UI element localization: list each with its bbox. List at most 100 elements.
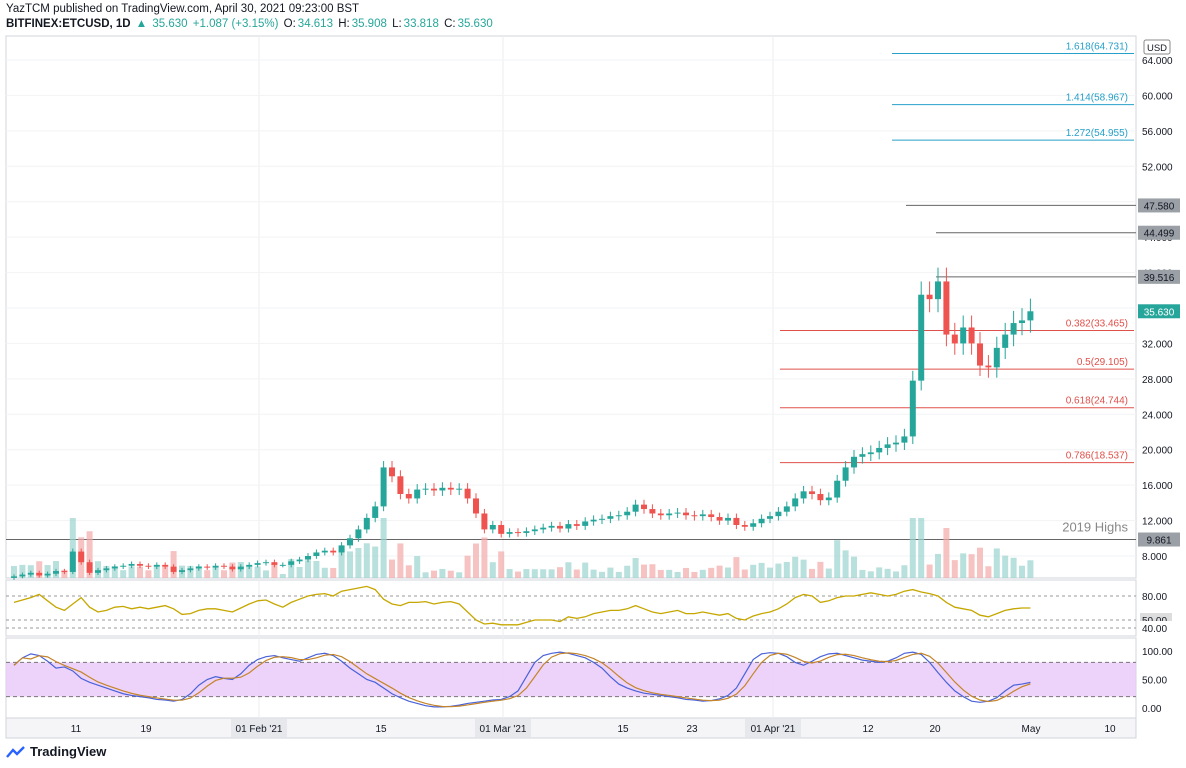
time-tick-label: 12	[862, 724, 874, 735]
price-tick-label: 16.000	[1142, 481, 1173, 492]
tradingview-brand[interactable]: TradingView	[6, 744, 106, 759]
volume-bar	[414, 556, 421, 578]
candle-body	[506, 532, 513, 534]
candle-body	[296, 559, 303, 562]
volume-bar	[582, 562, 589, 578]
volume-bar	[960, 553, 967, 578]
chart-canvas[interactable]: USD64.00060.00056.00052.00048.00044.0004…	[0, 0, 1186, 740]
candle-body	[212, 565, 219, 568]
candle-body	[120, 565, 127, 567]
candle-body	[195, 566, 202, 569]
candle-body	[548, 525, 555, 528]
volume-bar	[464, 555, 471, 578]
last-price-label: 35.630	[1144, 307, 1175, 318]
stoch-band	[6, 662, 1136, 697]
volume-bar	[422, 572, 429, 578]
time-tick-label: 15	[617, 724, 629, 735]
volume-bar	[296, 566, 303, 578]
candle-body	[590, 519, 597, 522]
open-value: 34.613	[297, 18, 333, 30]
symbol-name: BITFINEX:ETCUSD, 1D	[6, 18, 131, 30]
candle-body	[943, 281, 950, 335]
volume-bar	[44, 565, 51, 578]
brand-label: TradingView	[30, 744, 107, 759]
volume-bar	[733, 557, 740, 578]
candle-body	[288, 561, 295, 565]
candle-body	[489, 525, 496, 530]
candle-body	[372, 506, 379, 518]
currency-label: USD	[1147, 43, 1167, 54]
volume-bar	[473, 543, 479, 578]
time-tick-label: May	[1022, 724, 1041, 735]
stoch-d-line	[13, 652, 1031, 708]
candle-body	[607, 516, 614, 519]
candle-body	[926, 294, 933, 300]
time-tick-label: 01 Feb '21	[236, 724, 283, 735]
volume-bar	[565, 562, 572, 578]
volume-bar	[111, 566, 118, 578]
candle-body	[985, 365, 992, 368]
candle-body	[305, 556, 311, 560]
volume-bar	[800, 559, 807, 578]
volume-bar	[792, 556, 799, 578]
volume-bar	[363, 543, 370, 578]
volume-bar	[842, 550, 849, 578]
volume-bar	[212, 566, 219, 578]
volume-bar	[439, 568, 446, 578]
volume-bar	[725, 567, 731, 578]
volume-bar	[775, 563, 782, 578]
time-tick-label: 23	[686, 724, 698, 735]
candle-body	[531, 529, 538, 532]
candle-body	[775, 511, 782, 517]
candle-body	[884, 444, 891, 448]
candle-body	[481, 513, 488, 530]
candle-body	[750, 523, 757, 527]
time-tick-label: 11	[71, 724, 82, 735]
volume-bar	[313, 561, 320, 578]
volume-bar	[985, 566, 992, 578]
volume-bar	[825, 568, 832, 578]
candle-body	[758, 518, 765, 524]
price-tick-label: 24.000	[1142, 410, 1173, 421]
rsi-line	[13, 585, 1031, 626]
rsi-pane-border	[5, 579, 1137, 637]
price-tick-label: 20.000	[1142, 446, 1173, 457]
volume-bar	[271, 563, 278, 578]
candle-body	[842, 467, 849, 481]
volume-bar	[758, 562, 765, 578]
key-level-tag	[1138, 198, 1180, 213]
candle-body	[968, 327, 975, 344]
volume-bar	[573, 569, 580, 578]
key-level-tag	[1138, 225, 1180, 240]
candle-body	[271, 562, 278, 565]
candle-body	[338, 545, 345, 553]
candle-body	[36, 572, 43, 576]
candle-body	[683, 512, 689, 516]
volume-bar	[1019, 565, 1025, 578]
candle-body	[901, 436, 908, 443]
key-level-label: 39.516	[1144, 273, 1175, 284]
candle-body	[960, 327, 967, 344]
volume-bar	[834, 540, 841, 578]
candle-body	[221, 565, 227, 567]
volume-bar	[288, 559, 295, 578]
candle-body	[86, 562, 93, 573]
candle-body	[582, 521, 589, 526]
time-axis-strip	[5, 717, 1137, 739]
volume-bar	[523, 569, 530, 578]
candle-body	[733, 517, 740, 525]
volume-bar	[405, 565, 412, 578]
candle-body	[279, 564, 286, 566]
key-level-label: 9.861	[1146, 536, 1171, 547]
candle-body	[573, 524, 580, 526]
retracement-label: 0.786(18.537)	[1066, 451, 1128, 462]
candle-body	[792, 498, 799, 507]
volume-bar	[506, 569, 513, 578]
low-label: L:	[392, 18, 402, 30]
volume-bar	[750, 564, 757, 578]
rsi-level-tag	[1140, 589, 1172, 602]
volume-bar	[624, 565, 631, 578]
candle-body	[27, 572, 34, 575]
candle-body	[557, 525, 563, 529]
close-value: 35.630	[457, 18, 493, 30]
